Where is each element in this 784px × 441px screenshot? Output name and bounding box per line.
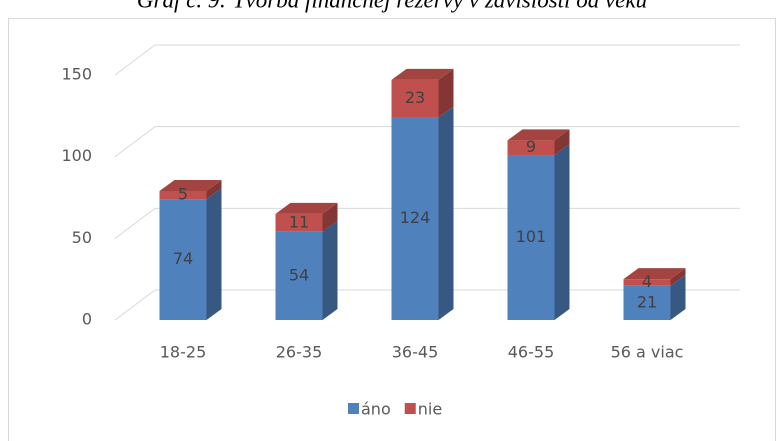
- y-tick-label: 150: [61, 65, 92, 84]
- bar: [275, 213, 323, 232]
- bar-side: [438, 68, 454, 118]
- bar-side: [206, 179, 222, 200]
- x-tick-label: 26-35: [276, 343, 323, 362]
- bar-top: [623, 268, 686, 280]
- bar-side: [322, 202, 338, 232]
- data-label: 74: [173, 249, 193, 268]
- bar-side: [438, 106, 454, 320]
- bar-side: [670, 274, 686, 320]
- bar-top: [391, 68, 454, 80]
- legend-swatch: [348, 403, 359, 414]
- y-tick-label: 0: [82, 310, 92, 329]
- legend-swatch: [404, 403, 416, 414]
- data-label: 11: [289, 212, 309, 231]
- bar: [275, 231, 323, 320]
- legend-label: áno: [361, 400, 391, 419]
- data-label: 124: [400, 208, 431, 227]
- y-tick-label: 50: [72, 228, 92, 247]
- data-label: 9: [526, 137, 536, 156]
- data-label: 54: [289, 265, 309, 284]
- bar: [507, 140, 555, 156]
- legend-label: nie: [418, 400, 442, 419]
- bar: [623, 285, 671, 320]
- bar-side: [554, 144, 570, 320]
- bar-top: [507, 129, 570, 141]
- data-label: 5: [178, 185, 188, 204]
- bar: [391, 79, 439, 118]
- y-tick-label: 100: [61, 146, 92, 165]
- bar-top: [159, 179, 222, 191]
- data-label: 4: [642, 272, 652, 291]
- bar-side: [670, 268, 686, 286]
- bar: [159, 199, 207, 320]
- x-tick-label: 36-45: [392, 343, 439, 362]
- bar-side: [554, 129, 570, 156]
- data-label: 21: [637, 292, 657, 311]
- bar-side: [322, 220, 338, 320]
- data-label: 101: [516, 227, 547, 246]
- chart-title: Graf č. 9: Tvorba finančnej rezervy v zá…: [137, 0, 647, 12]
- grid-line: [114, 126, 740, 158]
- bar: [507, 155, 555, 320]
- bar-top: [275, 202, 338, 214]
- bar: [623, 279, 671, 286]
- bar: [159, 190, 207, 200]
- bar: [391, 117, 439, 320]
- chart-frame: [8, 18, 776, 441]
- x-tick-label: 46-55: [508, 343, 555, 362]
- bar-side: [206, 188, 222, 320]
- data-label: 23: [405, 88, 425, 107]
- x-tick-label: 56 a viac: [611, 343, 684, 362]
- x-tick-label: 18-25: [160, 343, 207, 362]
- grid-line: [114, 44, 740, 76]
